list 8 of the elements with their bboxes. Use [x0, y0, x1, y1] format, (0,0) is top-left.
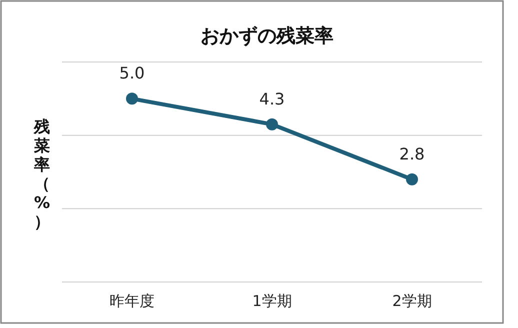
chart-title: おかずの残菜率 [200, 25, 334, 47]
y-axis-title: 残菜率（%） [33, 117, 50, 231]
data-label: 2.8 [399, 144, 425, 164]
data-label: 5.0 [119, 64, 145, 83]
data-label: 4.3 [259, 89, 285, 108]
x-tick-label: 1学期 [252, 292, 292, 310]
x-tick-label: 昨年度 [110, 292, 154, 310]
x-tick-label: 2学期 [392, 292, 432, 310]
